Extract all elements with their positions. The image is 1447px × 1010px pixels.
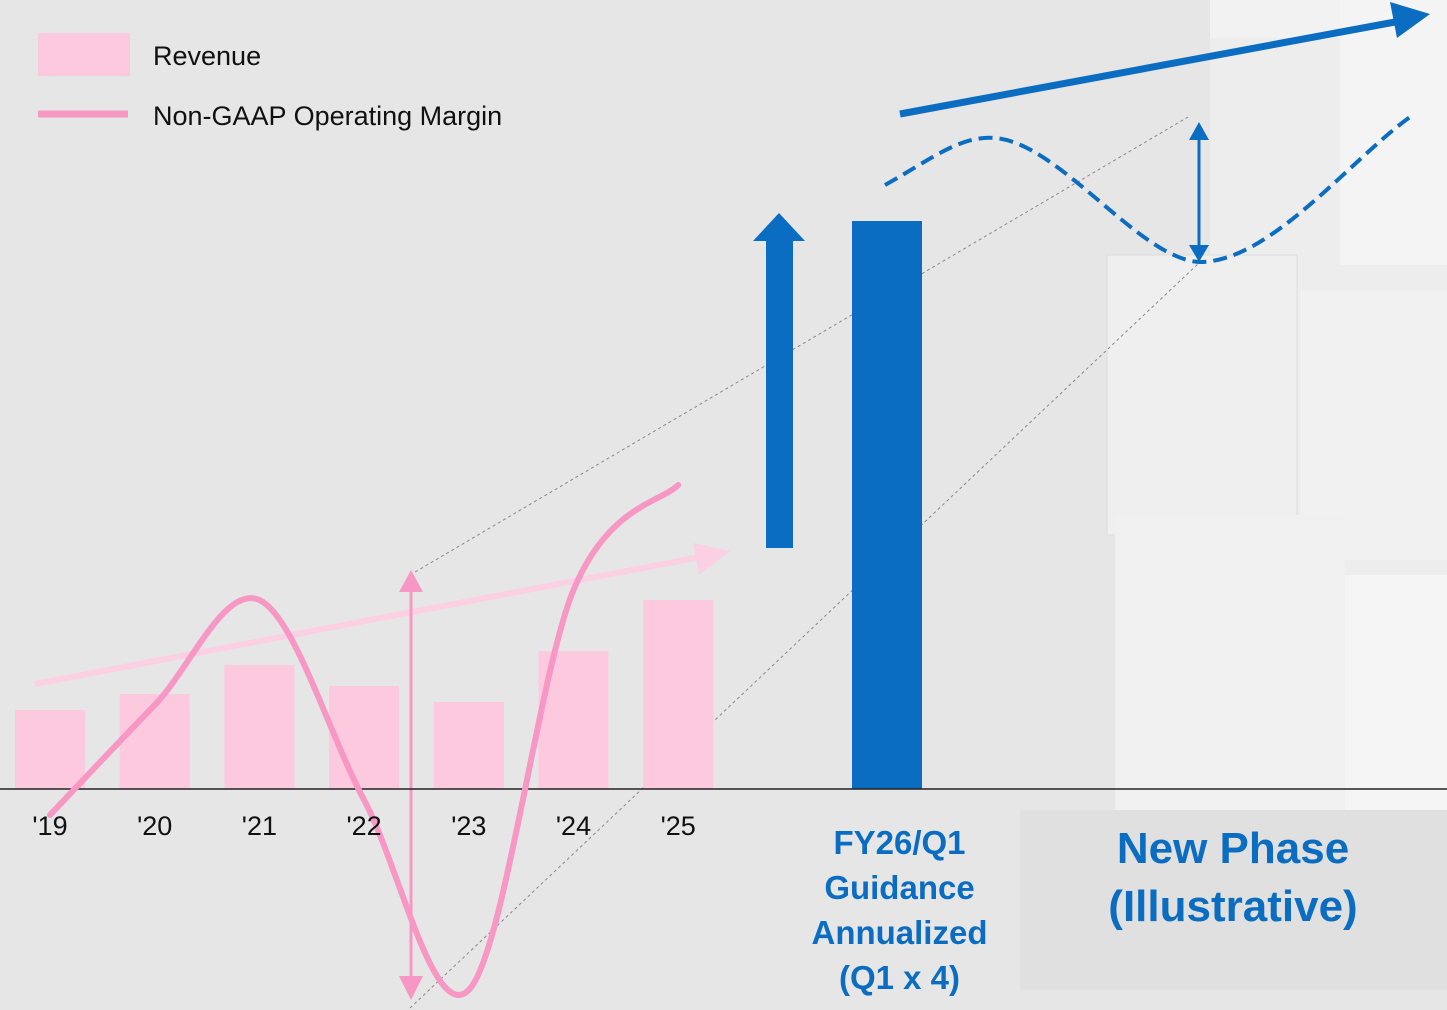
background-decor	[1020, 0, 1447, 990]
x-tick-label: '21	[241, 811, 277, 841]
guide-lines	[409, 116, 1201, 1009]
bars	[15, 221, 922, 789]
x-tick-label: '22	[346, 811, 382, 841]
x-tick-label: FY26/Q1 Guidance Annualized (Q1 x 4)	[811, 824, 988, 996]
annotation-arrows	[34, 2, 1430, 1000]
bar	[643, 600, 714, 789]
bar	[119, 694, 190, 789]
x-tick-label: '23	[451, 811, 487, 841]
x-tick-label: '24	[555, 811, 592, 841]
bar	[852, 221, 922, 789]
legend: Revenue Non-GAAP Operating Margin	[38, 33, 502, 131]
bar	[329, 686, 400, 789]
legend-label: Non-GAAP Operating Margin	[153, 101, 502, 131]
bar	[15, 710, 85, 789]
bar	[433, 702, 504, 789]
bar	[224, 665, 295, 789]
x-tick-label: New Phase (Illustrative)	[1108, 824, 1358, 931]
x-tick-label: '19	[32, 811, 68, 841]
lines	[47, 482, 682, 998]
legend-label: Revenue	[153, 41, 261, 71]
margin-line	[47, 482, 682, 998]
legend-swatch	[38, 33, 130, 76]
x-tick-label: '20	[137, 811, 173, 841]
x-tick-label: '25	[660, 811, 696, 841]
